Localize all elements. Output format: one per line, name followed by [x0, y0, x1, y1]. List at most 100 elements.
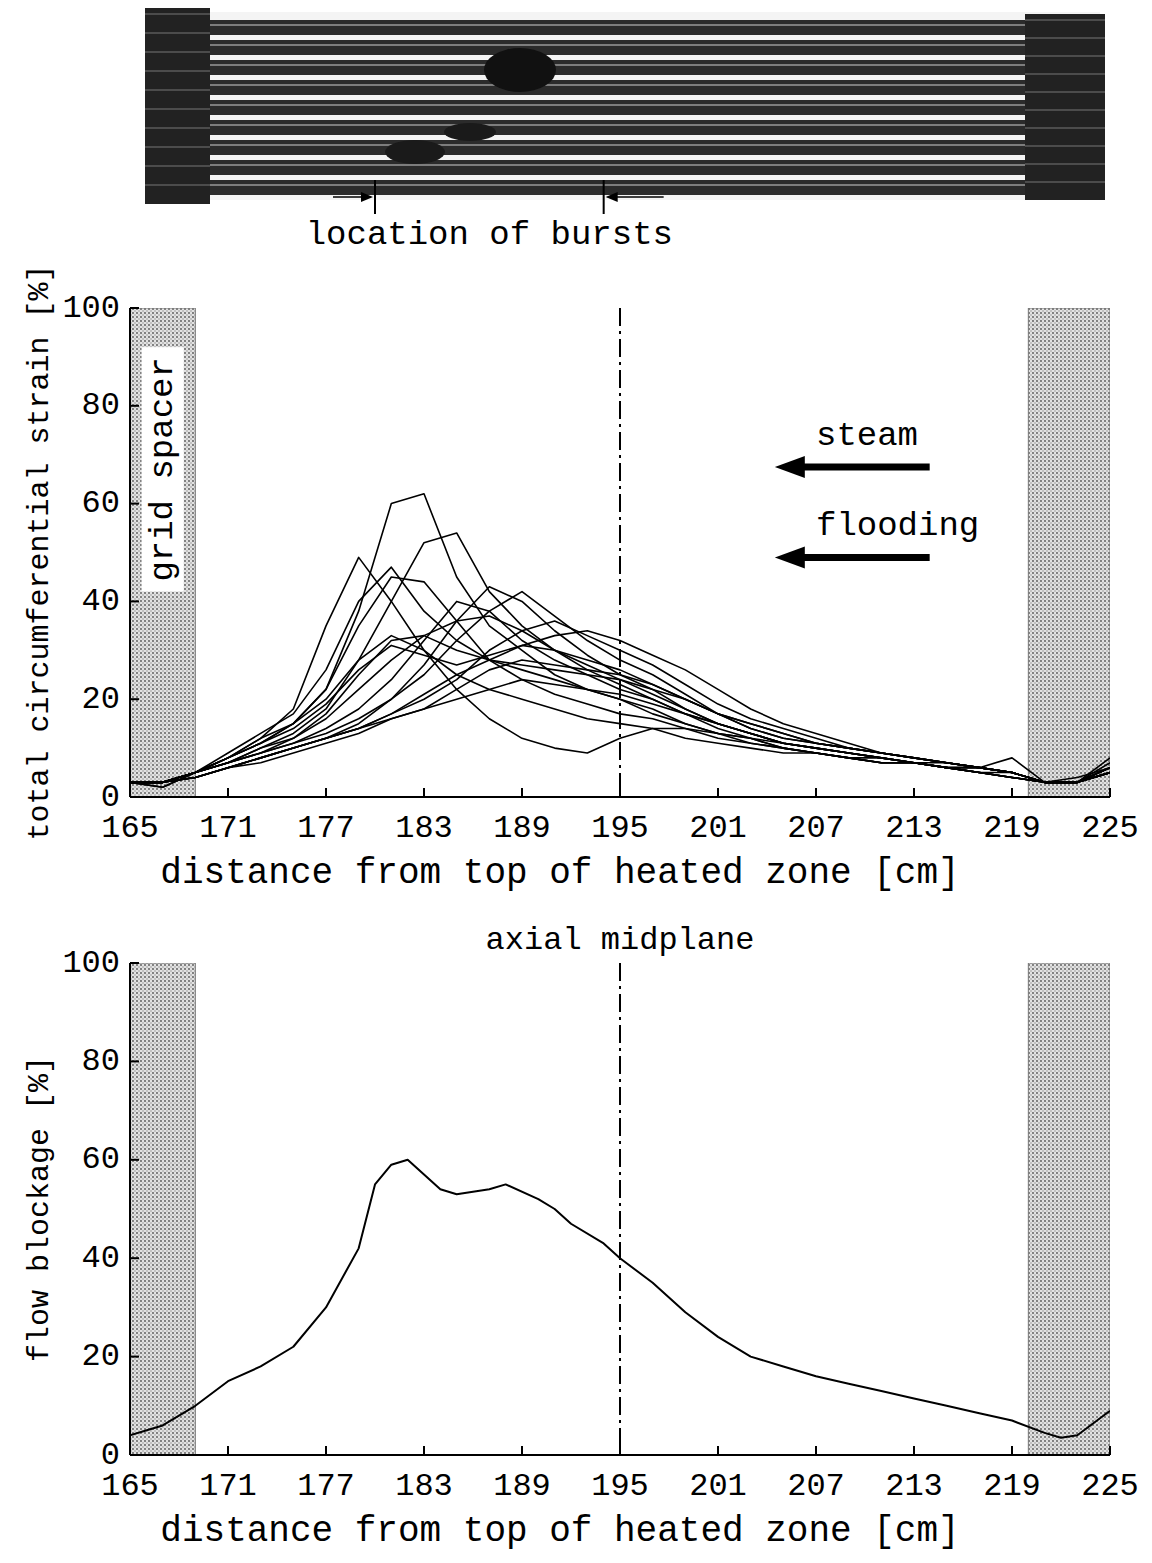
x-tick	[619, 1446, 621, 1455]
x-tick	[325, 788, 327, 797]
x-tick-label: 171	[199, 1468, 257, 1505]
burst-label: location of bursts	[306, 216, 673, 254]
end-block-line	[1025, 74, 1105, 75]
burst-arrowhead	[361, 192, 373, 202]
y-tick	[130, 600, 139, 602]
y-tick-label: 60	[82, 1141, 120, 1178]
x-tick-label: 213	[885, 810, 943, 847]
end-block-line	[145, 128, 210, 129]
x-tick	[423, 788, 425, 797]
data-lines	[130, 494, 1110, 787]
series-line	[130, 557, 1110, 787]
x-tick	[717, 1446, 719, 1455]
y-axis-title: flow blockage [%]	[23, 1056, 57, 1362]
x-tick	[227, 788, 229, 797]
x-tick	[1109, 1446, 1111, 1455]
x-tick-label: 165	[101, 810, 159, 847]
x-tick	[913, 1446, 915, 1455]
y-tick	[130, 698, 139, 700]
y-tick-label: 20	[82, 1338, 120, 1375]
end-block	[1025, 14, 1105, 200]
end-block-line	[1025, 182, 1105, 183]
x-tick	[1109, 788, 1111, 797]
x-tick	[521, 1446, 523, 1455]
x-tick-label: 213	[885, 1468, 943, 1505]
x-tick	[1011, 788, 1013, 797]
series-line	[130, 636, 1110, 783]
rod	[200, 180, 1040, 195]
x-axis-title: distance from top of heated zone [cm]	[160, 853, 959, 894]
y-tick	[130, 1356, 139, 1358]
y-axis	[129, 308, 131, 797]
x-tick	[815, 788, 817, 797]
x-tick	[1011, 1446, 1013, 1455]
rod	[200, 160, 1040, 175]
end-block-line	[145, 166, 210, 167]
rod	[200, 20, 1040, 35]
x-axis-title: distance from top of heated zone [cm]	[160, 1511, 959, 1552]
rod	[200, 40, 1040, 55]
y-axis-title: total circumferential strain [%]	[23, 264, 57, 840]
x-tick	[129, 788, 131, 797]
y-tick	[130, 1159, 139, 1161]
rod-highlight	[210, 24, 1030, 26]
burst-bulge	[484, 48, 556, 92]
y-tick-label: 40	[82, 583, 120, 620]
flow-arrow-head	[775, 546, 805, 568]
rod-highlight	[210, 144, 1030, 146]
x-tick	[815, 1446, 817, 1455]
series-line	[130, 577, 1110, 782]
flow-arrow-shaft	[797, 554, 930, 561]
burst-arrowhead	[606, 192, 618, 202]
series-line	[130, 601, 1110, 782]
end-block-line	[145, 90, 210, 91]
series-line	[130, 1160, 1110, 1438]
end-block-line	[145, 52, 210, 53]
rod	[200, 80, 1040, 95]
x-tick-label: 201	[689, 810, 747, 847]
x-tick	[325, 1446, 327, 1455]
end-block-line	[1025, 164, 1105, 165]
y-axis	[129, 963, 131, 1455]
y-tick-label: 0	[101, 779, 120, 816]
y-tick-label: 100	[62, 945, 120, 982]
burst-marker	[374, 180, 376, 214]
series-line	[130, 631, 1110, 783]
x-tick	[129, 1446, 131, 1455]
x-tick-label: 189	[493, 810, 551, 847]
x-tick-label: 177	[297, 1468, 355, 1505]
flow-arrow-shaft	[797, 463, 930, 470]
figure: grid spacer16517117718318919520120721321…	[0, 0, 1152, 1563]
end-block-line	[1025, 128, 1105, 129]
y-tick	[130, 503, 139, 505]
data-lines	[130, 1160, 1110, 1438]
flow-arrow-head	[775, 456, 805, 478]
x-tick	[619, 788, 621, 797]
x-tick-label: 219	[983, 1468, 1041, 1505]
grid-spacer-label: grid spacer	[144, 357, 182, 581]
x-tick-label: 225	[1081, 810, 1139, 847]
series-line	[130, 621, 1110, 782]
end-block-line	[145, 147, 210, 148]
rod-highlight	[210, 124, 1030, 126]
series-line	[130, 567, 1110, 787]
x-tick-label: 189	[493, 1468, 551, 1505]
series-line	[130, 660, 1110, 782]
x-tick	[423, 1446, 425, 1455]
x-tick-label: 195	[591, 1468, 649, 1505]
end-block-line	[145, 14, 210, 15]
end-block-line	[1025, 110, 1105, 111]
midplane-line	[619, 963, 621, 1455]
y-tick-label: 40	[82, 1240, 120, 1277]
y-tick-label: 60	[82, 485, 120, 522]
rod-highlight	[210, 164, 1030, 166]
rod	[200, 60, 1040, 75]
burst-bulge	[444, 123, 496, 141]
y-tick-label: 0	[101, 1437, 120, 1474]
rod-highlight	[210, 84, 1030, 86]
end-block-line	[1025, 146, 1105, 147]
series-line	[130, 616, 1110, 782]
rod-highlight	[210, 184, 1030, 186]
series-line	[130, 533, 1110, 782]
burst-bulge	[385, 140, 445, 164]
